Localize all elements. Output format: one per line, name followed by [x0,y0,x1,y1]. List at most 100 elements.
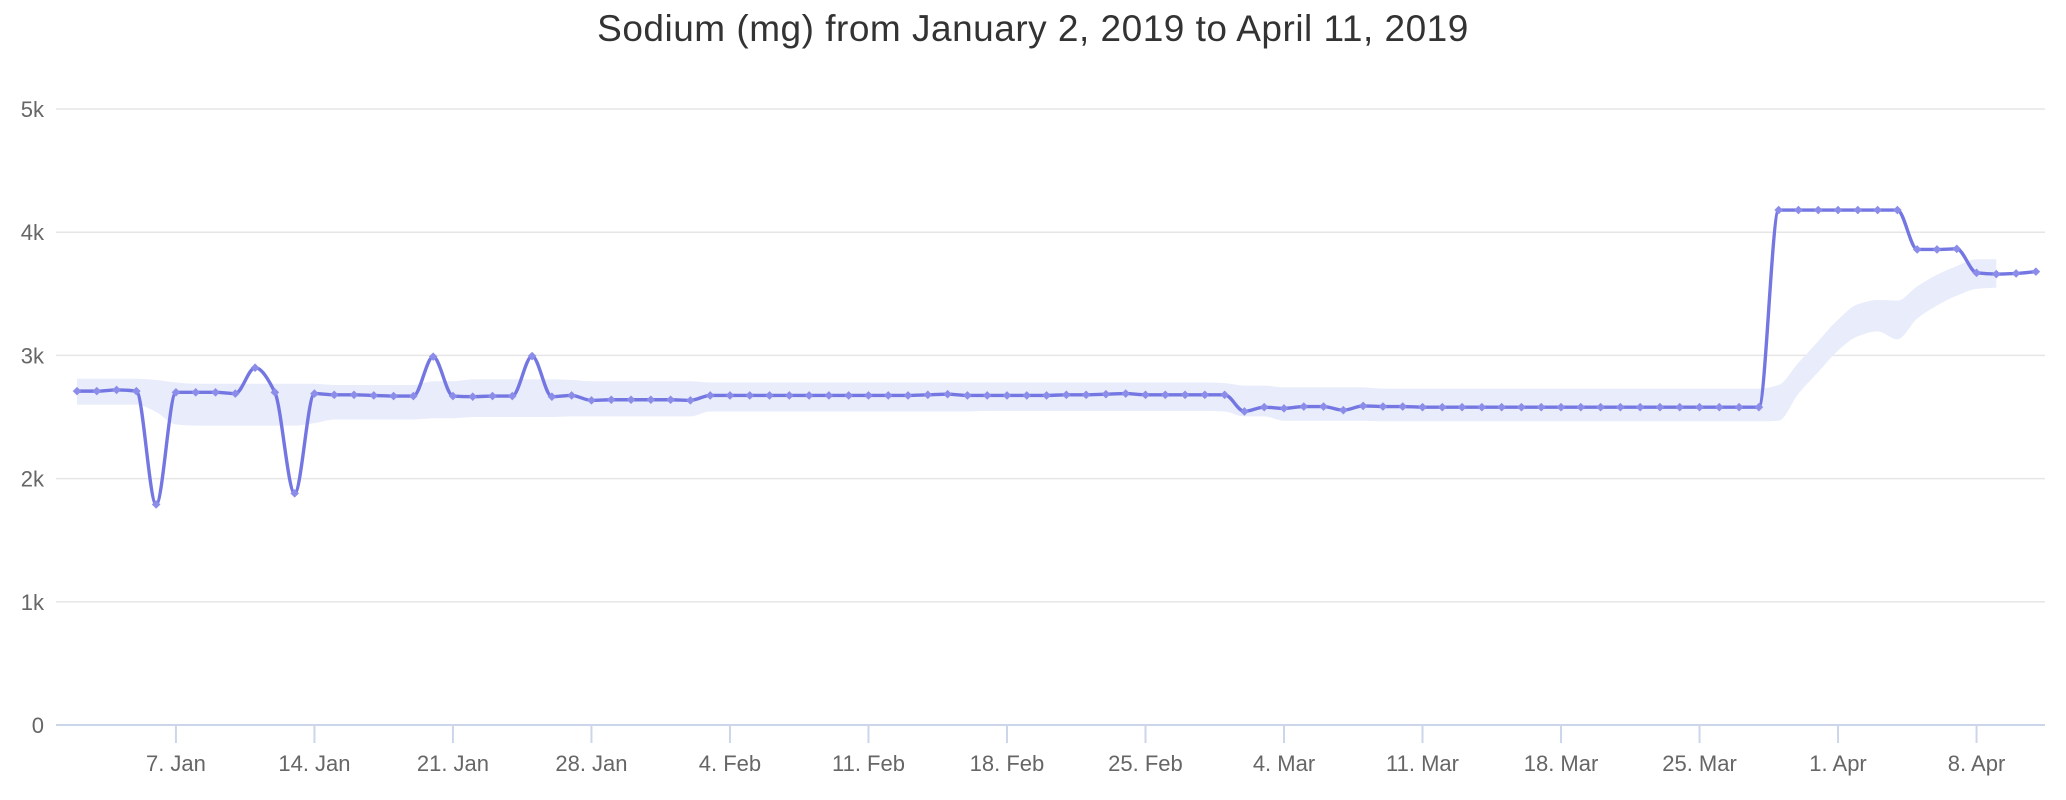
data-point[interactable] [1992,269,2001,279]
data-point[interactable] [1477,402,1487,412]
data-point[interactable] [1121,389,1131,398]
data-point[interactable] [725,391,735,400]
data-point[interactable] [2031,267,2041,276]
data-point[interactable] [567,391,576,400]
data-point[interactable] [527,351,537,361]
data-point[interactable] [1536,402,1546,412]
data-point[interactable] [1813,205,1823,215]
data-point[interactable] [1912,245,1922,254]
data-point[interactable] [1655,402,1665,412]
data-point[interactable] [1259,402,1269,412]
data-point[interactable] [1200,390,1210,400]
data-point[interactable] [1616,402,1625,412]
data-point[interactable] [1853,205,1863,215]
data-point[interactable] [1220,390,1229,400]
data-point[interactable] [1002,391,1012,400]
data-point[interactable] [1517,402,1526,412]
data-point[interactable] [963,391,972,400]
data-point[interactable] [646,395,656,405]
data-point[interactable] [112,385,121,395]
data-point[interactable] [1180,390,1190,400]
data-point[interactable] [1695,402,1704,412]
data-point[interactable] [1873,205,1882,215]
data-point[interactable] [1042,391,1051,400]
data-point[interactable] [923,390,933,400]
data-point[interactable] [745,391,755,400]
data-point[interactable] [1141,390,1150,400]
data-point[interactable] [606,395,616,405]
data-point[interactable] [290,489,299,498]
data-point[interactable] [428,352,438,361]
data-point[interactable] [785,391,794,400]
data-point[interactable] [409,391,418,401]
data-point[interactable] [1794,205,1803,215]
data-point[interactable] [191,388,201,397]
data-point[interactable] [72,386,82,396]
data-point[interactable] [1240,407,1249,416]
data-point[interactable] [250,363,260,373]
data-point[interactable] [1299,402,1309,411]
data-point[interactable] [1160,390,1170,400]
data-point[interactable] [448,391,458,401]
data-point[interactable] [389,391,398,401]
data-point[interactable] [468,392,478,401]
data-point[interactable] [151,500,161,509]
data-point[interactable] [1952,244,1962,254]
data-point[interactable] [686,396,695,405]
data-point[interactable] [626,395,636,405]
data-point[interactable] [211,388,220,397]
data-point[interactable] [1734,402,1744,412]
data-point[interactable] [270,388,280,397]
data-point[interactable] [547,392,557,401]
sodium-line[interactable] [75,208,2038,507]
data-point[interactable] [1081,390,1091,400]
data-point[interactable] [982,391,992,400]
data-point[interactable] [92,386,102,396]
data-point[interactable] [883,391,893,400]
data-point[interactable] [1635,402,1645,412]
data-point[interactable] [1418,402,1427,412]
data-point[interactable] [1754,402,1764,412]
data-point[interactable] [1101,389,1111,399]
data-point[interactable] [1358,401,1368,411]
data-point[interactable] [369,391,379,400]
data-point[interactable] [1398,402,1408,411]
data-point[interactable] [804,391,814,400]
data-point[interactable] [1062,390,1071,400]
data-point[interactable] [1972,268,1981,278]
data-point[interactable] [1438,402,1447,412]
data-point[interactable] [1774,205,1783,215]
data-point[interactable] [705,391,715,400]
data-point[interactable] [765,391,774,400]
data-point[interactable] [1339,405,1348,415]
data-point[interactable] [1576,402,1586,412]
data-point[interactable] [587,396,596,405]
data-point[interactable] [508,391,517,401]
data-point[interactable] [903,391,913,400]
data-point[interactable] [1378,402,1388,411]
data-point[interactable] [1596,402,1605,412]
data-point[interactable] [132,386,141,396]
data-point[interactable] [844,391,853,400]
data-point[interactable] [943,389,952,399]
data-point[interactable] [231,389,240,398]
data-point[interactable] [1715,402,1724,412]
data-point[interactable] [1457,402,1467,412]
data-point[interactable] [1279,404,1289,413]
data-point[interactable] [171,388,181,397]
data-point[interactable] [1833,205,1843,215]
data-point[interactable] [1556,402,1566,412]
data-point[interactable] [329,390,339,400]
data-point[interactable] [349,390,359,400]
data-point[interactable] [1893,205,1902,215]
data-point[interactable] [1022,391,1032,400]
data-point[interactable] [1497,402,1506,412]
data-point[interactable] [2011,269,2021,278]
data-point[interactable] [1932,245,1942,254]
data-point[interactable] [488,391,497,401]
data-point[interactable] [666,395,675,405]
data-point[interactable] [864,391,873,400]
data-point[interactable] [310,389,319,398]
data-point[interactable] [1675,402,1685,412]
data-point[interactable] [824,391,834,400]
